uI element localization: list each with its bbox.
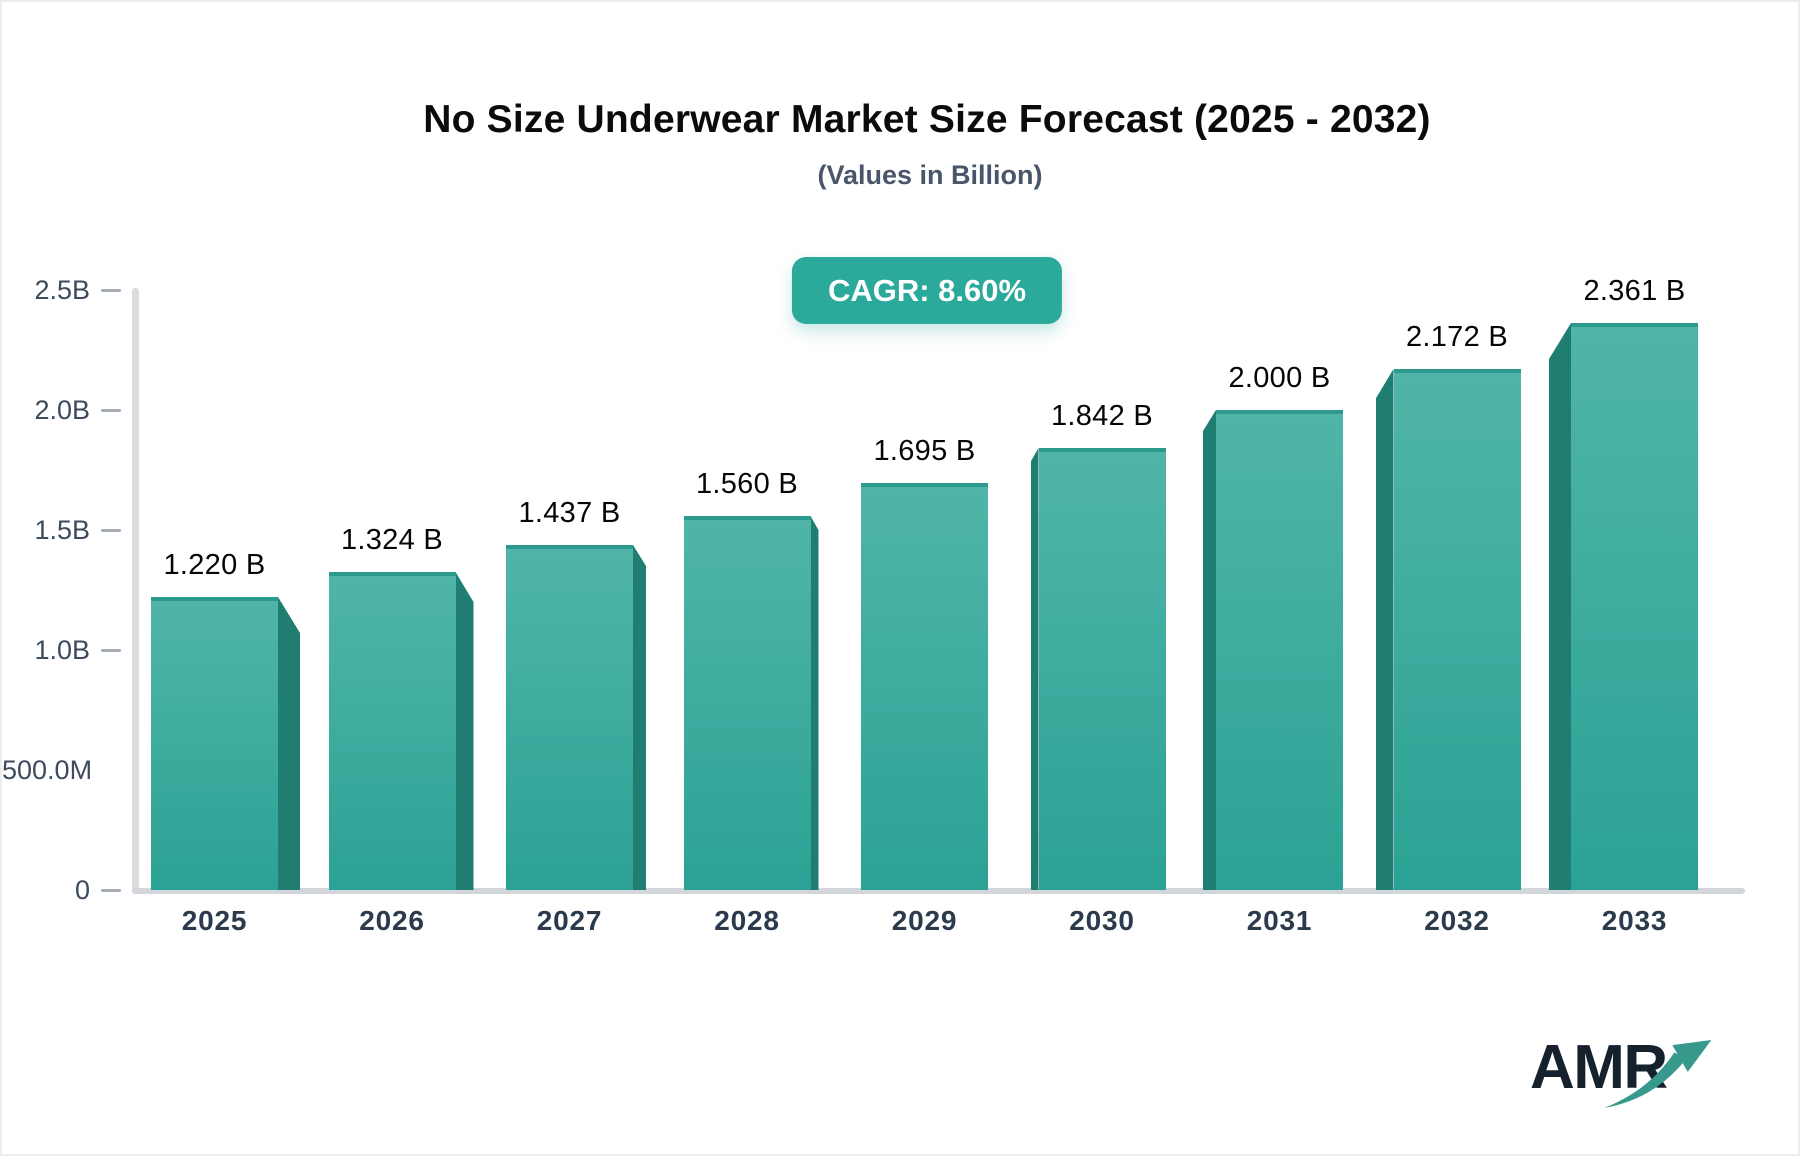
bar-value-label: 2.000 B <box>1228 362 1331 394</box>
bar-group-2032 <box>1375 369 1521 890</box>
bar-value-label: 1.695 B <box>873 435 976 467</box>
bar-side-2033 <box>1549 323 1571 890</box>
y-tick-dash <box>101 529 121 532</box>
y-tick-label: 1.5B <box>34 515 90 545</box>
bar-face-2033 <box>1571 323 1698 890</box>
bar-value-label: 1.437 B <box>518 497 621 529</box>
x-axis-year-label: 2031 <box>1246 905 1313 936</box>
chart-subtitle: (Values in Billion) <box>817 160 1043 190</box>
y-tick-dash <box>101 289 121 292</box>
bar-side-2026 <box>455 572 474 890</box>
bar-face-2029 <box>861 483 988 890</box>
x-axis-year-label: 2033 <box>1601 905 1668 936</box>
bar-group-2029 <box>861 483 988 890</box>
bar-group-2025 <box>151 597 300 890</box>
x-axis-year-label: 2025 <box>181 905 248 936</box>
x-axis-year-label: 2032 <box>1424 905 1490 936</box>
bar-face-2026 <box>328 572 456 890</box>
bar-face-2027 <box>506 545 633 890</box>
bar-value-label: 2.361 B <box>1583 275 1686 307</box>
chart-title: No Size Underwear Market Size Forecast (… <box>423 98 1431 141</box>
x-axis-line <box>132 888 1745 894</box>
bar-group-2028 <box>683 516 819 890</box>
bar-face-2031 <box>1216 410 1343 890</box>
bar-group-2033 <box>1549 323 1698 890</box>
growth-arrow-icon <box>1604 1040 1712 1108</box>
x-axis-year-label: 2026 <box>359 905 425 936</box>
bar-value-label: 2.172 B <box>1405 321 1509 353</box>
bar-group-2026 <box>328 572 474 890</box>
amr-logo: AMR <box>1530 1032 1720 1122</box>
y-tick-label: 1.0B <box>34 635 90 665</box>
bar-value-label: 1.324 B <box>340 524 444 556</box>
y-axis-line <box>132 288 139 893</box>
y-tick-label: 0 <box>74 875 90 905</box>
bar-group-2027 <box>506 545 646 890</box>
bar-value-label: 1.560 B <box>695 468 799 500</box>
y-tick-dash <box>101 889 121 892</box>
bar-side-2028 <box>810 516 819 890</box>
x-axis-year-label: 2030 <box>1069 905 1135 936</box>
y-tick-dash <box>101 409 121 412</box>
bar-face-2028 <box>683 516 811 890</box>
x-axis-year-label: 2029 <box>891 905 958 936</box>
bar-face-2025 <box>151 597 278 890</box>
bar-face-2030 <box>1038 448 1166 890</box>
bar-side-2031 <box>1203 410 1216 890</box>
cagr-badge: CAGR: 8.60% <box>791 257 1063 324</box>
bar-group-2030 <box>1030 448 1166 890</box>
bar-side-2032 <box>1375 369 1394 890</box>
bar-side-2030 <box>1030 448 1039 890</box>
y-tick-label: 2.0B <box>34 395 90 425</box>
y-tick-label: 500.0M <box>2 755 93 785</box>
x-axis-year-label: 2027 <box>536 905 603 936</box>
bar-group-2031 <box>1203 410 1343 890</box>
bar-side-2027 <box>633 545 646 890</box>
x-axis-year-label: 2028 <box>714 905 780 936</box>
y-tick-label: 2.5B <box>34 275 90 305</box>
bar-side-2025 <box>278 597 300 890</box>
bar-value-label: 1.842 B <box>1050 400 1154 432</box>
y-tick-dash <box>101 649 121 652</box>
bar-value-label: 1.220 B <box>163 549 266 581</box>
bar-face-2032 <box>1393 369 1521 890</box>
